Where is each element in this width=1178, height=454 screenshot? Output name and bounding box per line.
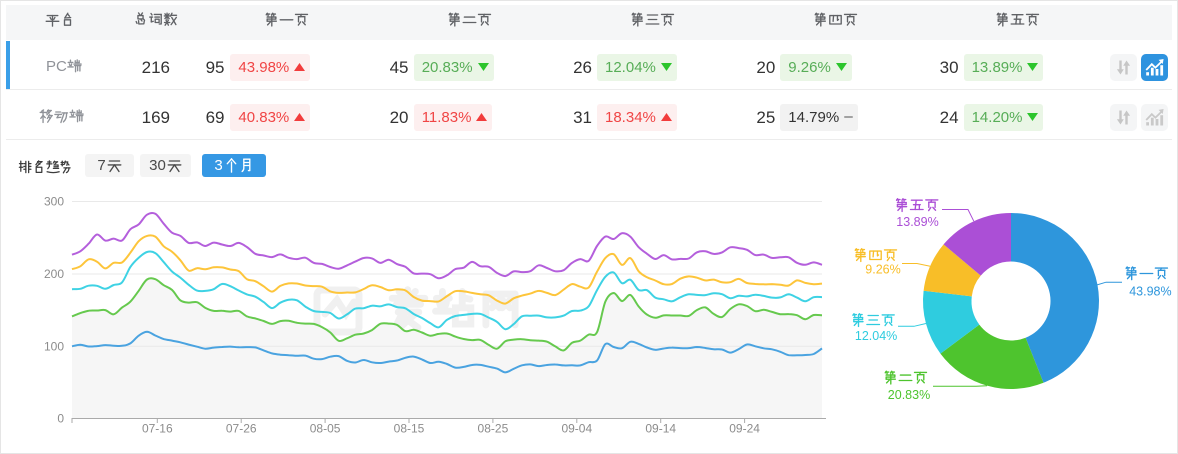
svg-text:08-25: 08-25 — [478, 422, 509, 436]
svg-text:9.26%: 9.26% — [865, 262, 900, 276]
svg-text:07-26: 07-26 — [226, 422, 257, 436]
svg-text:13.89%: 13.89% — [896, 215, 938, 229]
svg-text:100: 100 — [44, 339, 64, 353]
svg-text:09-14: 09-14 — [645, 422, 676, 436]
svg-text:20.83%: 20.83% — [888, 388, 930, 402]
svg-text:200: 200 — [44, 267, 64, 281]
svg-text:08-05: 08-05 — [310, 422, 341, 436]
svg-text:300: 300 — [44, 195, 64, 209]
svg-text:09-24: 09-24 — [729, 422, 760, 436]
svg-text:09-04: 09-04 — [561, 422, 592, 436]
svg-text:0: 0 — [57, 411, 64, 425]
svg-text:08-15: 08-15 — [394, 422, 425, 436]
svg-text:43.98%: 43.98% — [1129, 285, 1171, 299]
svg-text:07-16: 07-16 — [142, 422, 173, 436]
svg-text:12.04%: 12.04% — [855, 329, 897, 343]
